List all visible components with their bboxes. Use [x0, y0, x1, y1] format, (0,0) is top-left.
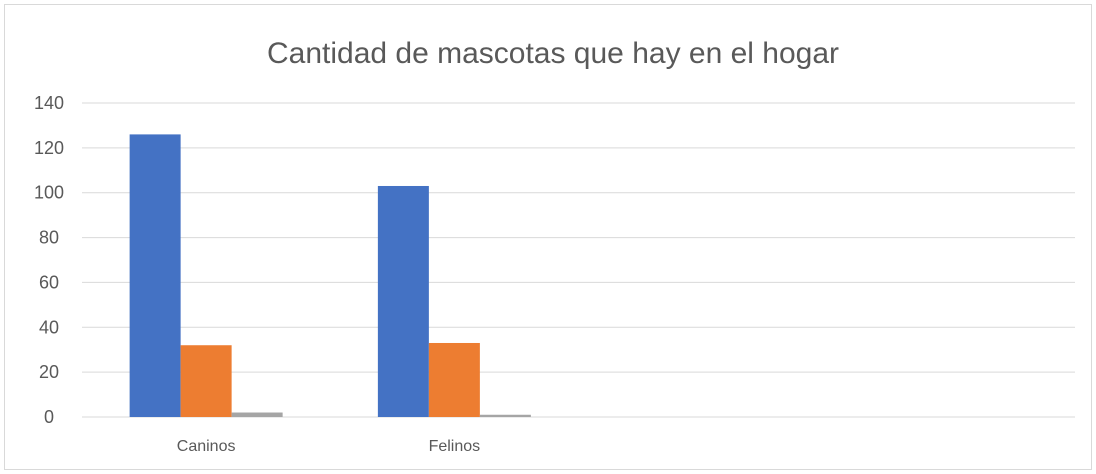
x-category-label: Felinos — [429, 438, 481, 455]
bar-caninos-series-3 — [231, 412, 283, 417]
y-tick-label: 0 — [44, 407, 54, 427]
y-tick-label: 80 — [39, 228, 59, 248]
gridlines — [82, 102, 1075, 418]
chart-title: Cantidad de mascotas que hay en el hogar — [267, 37, 839, 70]
y-tick-label: 140 — [34, 93, 64, 113]
y-tick-label: 20 — [39, 362, 59, 382]
chart-frame: Cantidad de mascotas que hay en el hogar… — [4, 4, 1092, 470]
y-axis-ticks: 0 20 40 60 80 100 120 140 — [34, 93, 64, 427]
y-tick-label: 40 — [39, 317, 59, 337]
x-axis-labels: Caninos Felinos — [177, 438, 480, 455]
bar-felinos-series-2 — [428, 342, 480, 417]
y-tick-label: 100 — [34, 183, 64, 203]
bar-caninos-series-1 — [129, 134, 181, 417]
bars — [129, 134, 531, 417]
x-category-label: Caninos — [177, 438, 236, 455]
bar-caninos-series-2 — [180, 345, 232, 417]
bar-felinos-series-1 — [377, 185, 429, 417]
bar-chart: Cantidad de mascotas que hay en el hogar… — [34, 37, 1075, 455]
y-tick-label: 120 — [34, 138, 64, 158]
bar-felinos-series-3 — [479, 414, 531, 417]
y-tick-label: 60 — [39, 272, 59, 292]
